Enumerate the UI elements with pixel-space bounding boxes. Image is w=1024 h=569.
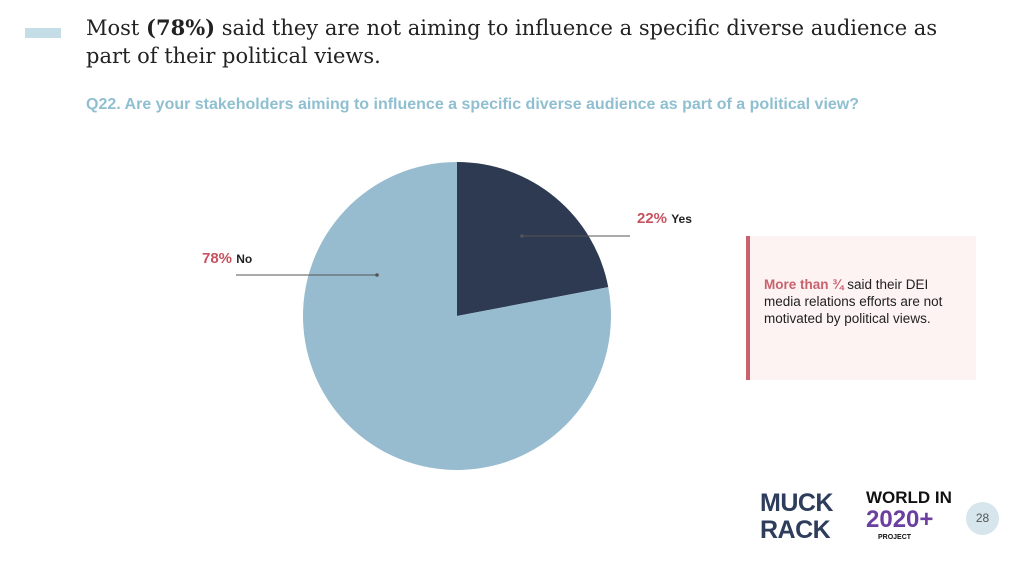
label-yes: 22% Yes xyxy=(637,210,692,227)
label-no: 78% No xyxy=(202,250,253,267)
question-text: Q22. Are your stakeholders aiming to inf… xyxy=(86,96,859,113)
page-number: 28 xyxy=(966,502,999,535)
pie-slice-no xyxy=(302,162,611,471)
leader-dot-yes xyxy=(520,234,524,238)
world-in-2020-logo: WORLD IN 2020+ PROJECT xyxy=(866,488,952,541)
slide-title: Most (78%) said they are not aiming to i… xyxy=(86,15,938,68)
callout-box: More than ¾ said their DEI media relatio… xyxy=(746,236,976,380)
pie-slice-yes xyxy=(457,162,609,316)
title-accent-bar xyxy=(25,28,61,38)
muck-rack-logo: MUCK RACK xyxy=(760,489,834,544)
leader-dot-no xyxy=(375,273,379,277)
